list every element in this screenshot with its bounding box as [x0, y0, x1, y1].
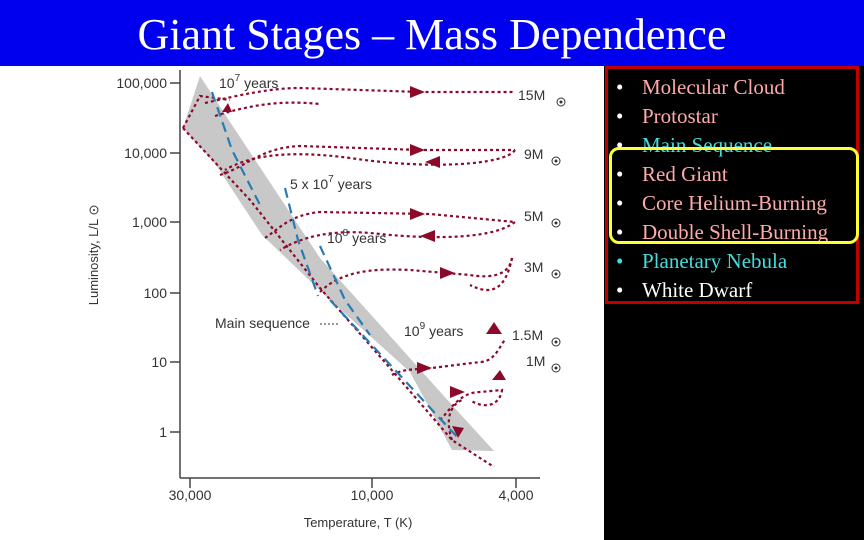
y-tick-label: 10,000	[124, 145, 167, 161]
y-tick-label: 100	[144, 285, 168, 301]
stage-label: Protostar	[642, 104, 718, 128]
stage-label: Core Helium-Burning	[642, 191, 827, 215]
isochrone-label-1e8: 108 years	[327, 228, 386, 246]
track-9m	[219, 144, 515, 177]
tams-line	[182, 94, 231, 129]
isochrone-1e7	[210, 91, 261, 206]
y-axis-label: Luminosity, L/L	[86, 219, 101, 305]
bullet-icon: •	[616, 191, 624, 215]
track-3m-tail	[469, 257, 514, 292]
bullet-icon: •	[616, 162, 624, 186]
isochrone-label-1e9: 109 years	[404, 321, 463, 339]
track-1-5m	[391, 339, 506, 376]
track-5m	[264, 210, 516, 239]
list-item: • Molecular Cloud	[616, 73, 828, 102]
stage-label: White Dwarf	[642, 278, 753, 302]
isochrone-1e9	[329, 299, 461, 441]
stage-label: Double Shell-Burning	[642, 220, 829, 244]
bullet-icon: •	[616, 249, 624, 273]
list-item: • White Dwarf	[616, 276, 828, 305]
y-tick-label: 1	[159, 424, 167, 440]
solar-symbols	[551, 97, 566, 373]
track-9m-loop	[224, 149, 516, 171]
isochrone-label-5e7: 5 x 107 years	[290, 174, 372, 192]
y-tick-label: 100,000	[116, 75, 167, 91]
x-tick-label: 30,000	[169, 487, 212, 503]
bullet-icon: •	[616, 104, 624, 128]
stage-label: Planetary Nebula	[642, 249, 788, 273]
list-item: • Red Giant	[616, 160, 828, 189]
y-tick-label: 1,000	[132, 214, 167, 230]
stage-list: • Molecular Cloud • Protostar • Main Sequen…	[616, 73, 828, 305]
stage-label: Main Sequence	[642, 133, 773, 157]
x-tick-label: 4,000	[498, 487, 533, 503]
sun-symbol-icon	[89, 205, 99, 215]
track-1m-drop	[447, 398, 463, 441]
slide-title: Giant Stages – Mass Dependence	[137, 10, 727, 59]
sun-dot-icon	[93, 209, 95, 211]
main-sequence-label: Main sequence	[215, 315, 310, 331]
x-tick-label: 10,000	[351, 487, 394, 503]
mass-label-15m: 15M	[518, 87, 545, 103]
isochrone-label-1e7: 107 years	[219, 73, 278, 91]
mass-label-9m: 9M	[524, 146, 543, 162]
mass-label-1-5m: 1.5M	[512, 327, 543, 343]
zams-line	[182, 127, 495, 468]
track-arrows	[222, 86, 506, 438]
bullet-icon: •	[616, 75, 624, 99]
bullet-icon: •	[616, 220, 624, 244]
y-ticks	[170, 82, 180, 433]
track-3m	[319, 257, 514, 293]
stage-label: Molecular Cloud	[642, 75, 785, 99]
main-sequence-band	[183, 76, 494, 451]
track-5m-loop	[279, 221, 516, 251]
mass-label-5m: 5M	[524, 208, 543, 224]
x-axis-label: Temperature, T (K)	[304, 515, 413, 530]
list-item: • Double Shell-Burning	[616, 218, 828, 247]
track-15m	[204, 86, 515, 105]
isochrone-5e7	[283, 187, 320, 297]
stage-label: Red Giant	[642, 162, 728, 186]
bullet-icon: •	[616, 133, 624, 157]
list-item: • Planetary Nebula	[616, 247, 828, 276]
list-item: • Protostar	[616, 102, 828, 131]
y-tick-label: 10	[151, 354, 167, 370]
giant-stages-highlight	[609, 147, 859, 244]
mass-label-3m: 3M	[524, 259, 543, 275]
x-ticks	[189, 478, 517, 488]
list-item: • Core Helium-Burning	[616, 189, 828, 218]
hr-diagram-svg: 100,000 10,000 1,000 100 10 1 30,000 10,…	[86, 70, 566, 530]
hr-diagram: 100,000 10,000 1,000 100 10 1 30,000 10,…	[0, 66, 604, 540]
title-bar	[0, 0, 864, 66]
track-1m	[439, 388, 504, 421]
bullet-icon: •	[616, 278, 624, 302]
mass-label-1m: 1M	[526, 353, 545, 369]
list-item: • Main Sequence	[616, 131, 828, 160]
isochrone-1e8	[319, 245, 371, 336]
